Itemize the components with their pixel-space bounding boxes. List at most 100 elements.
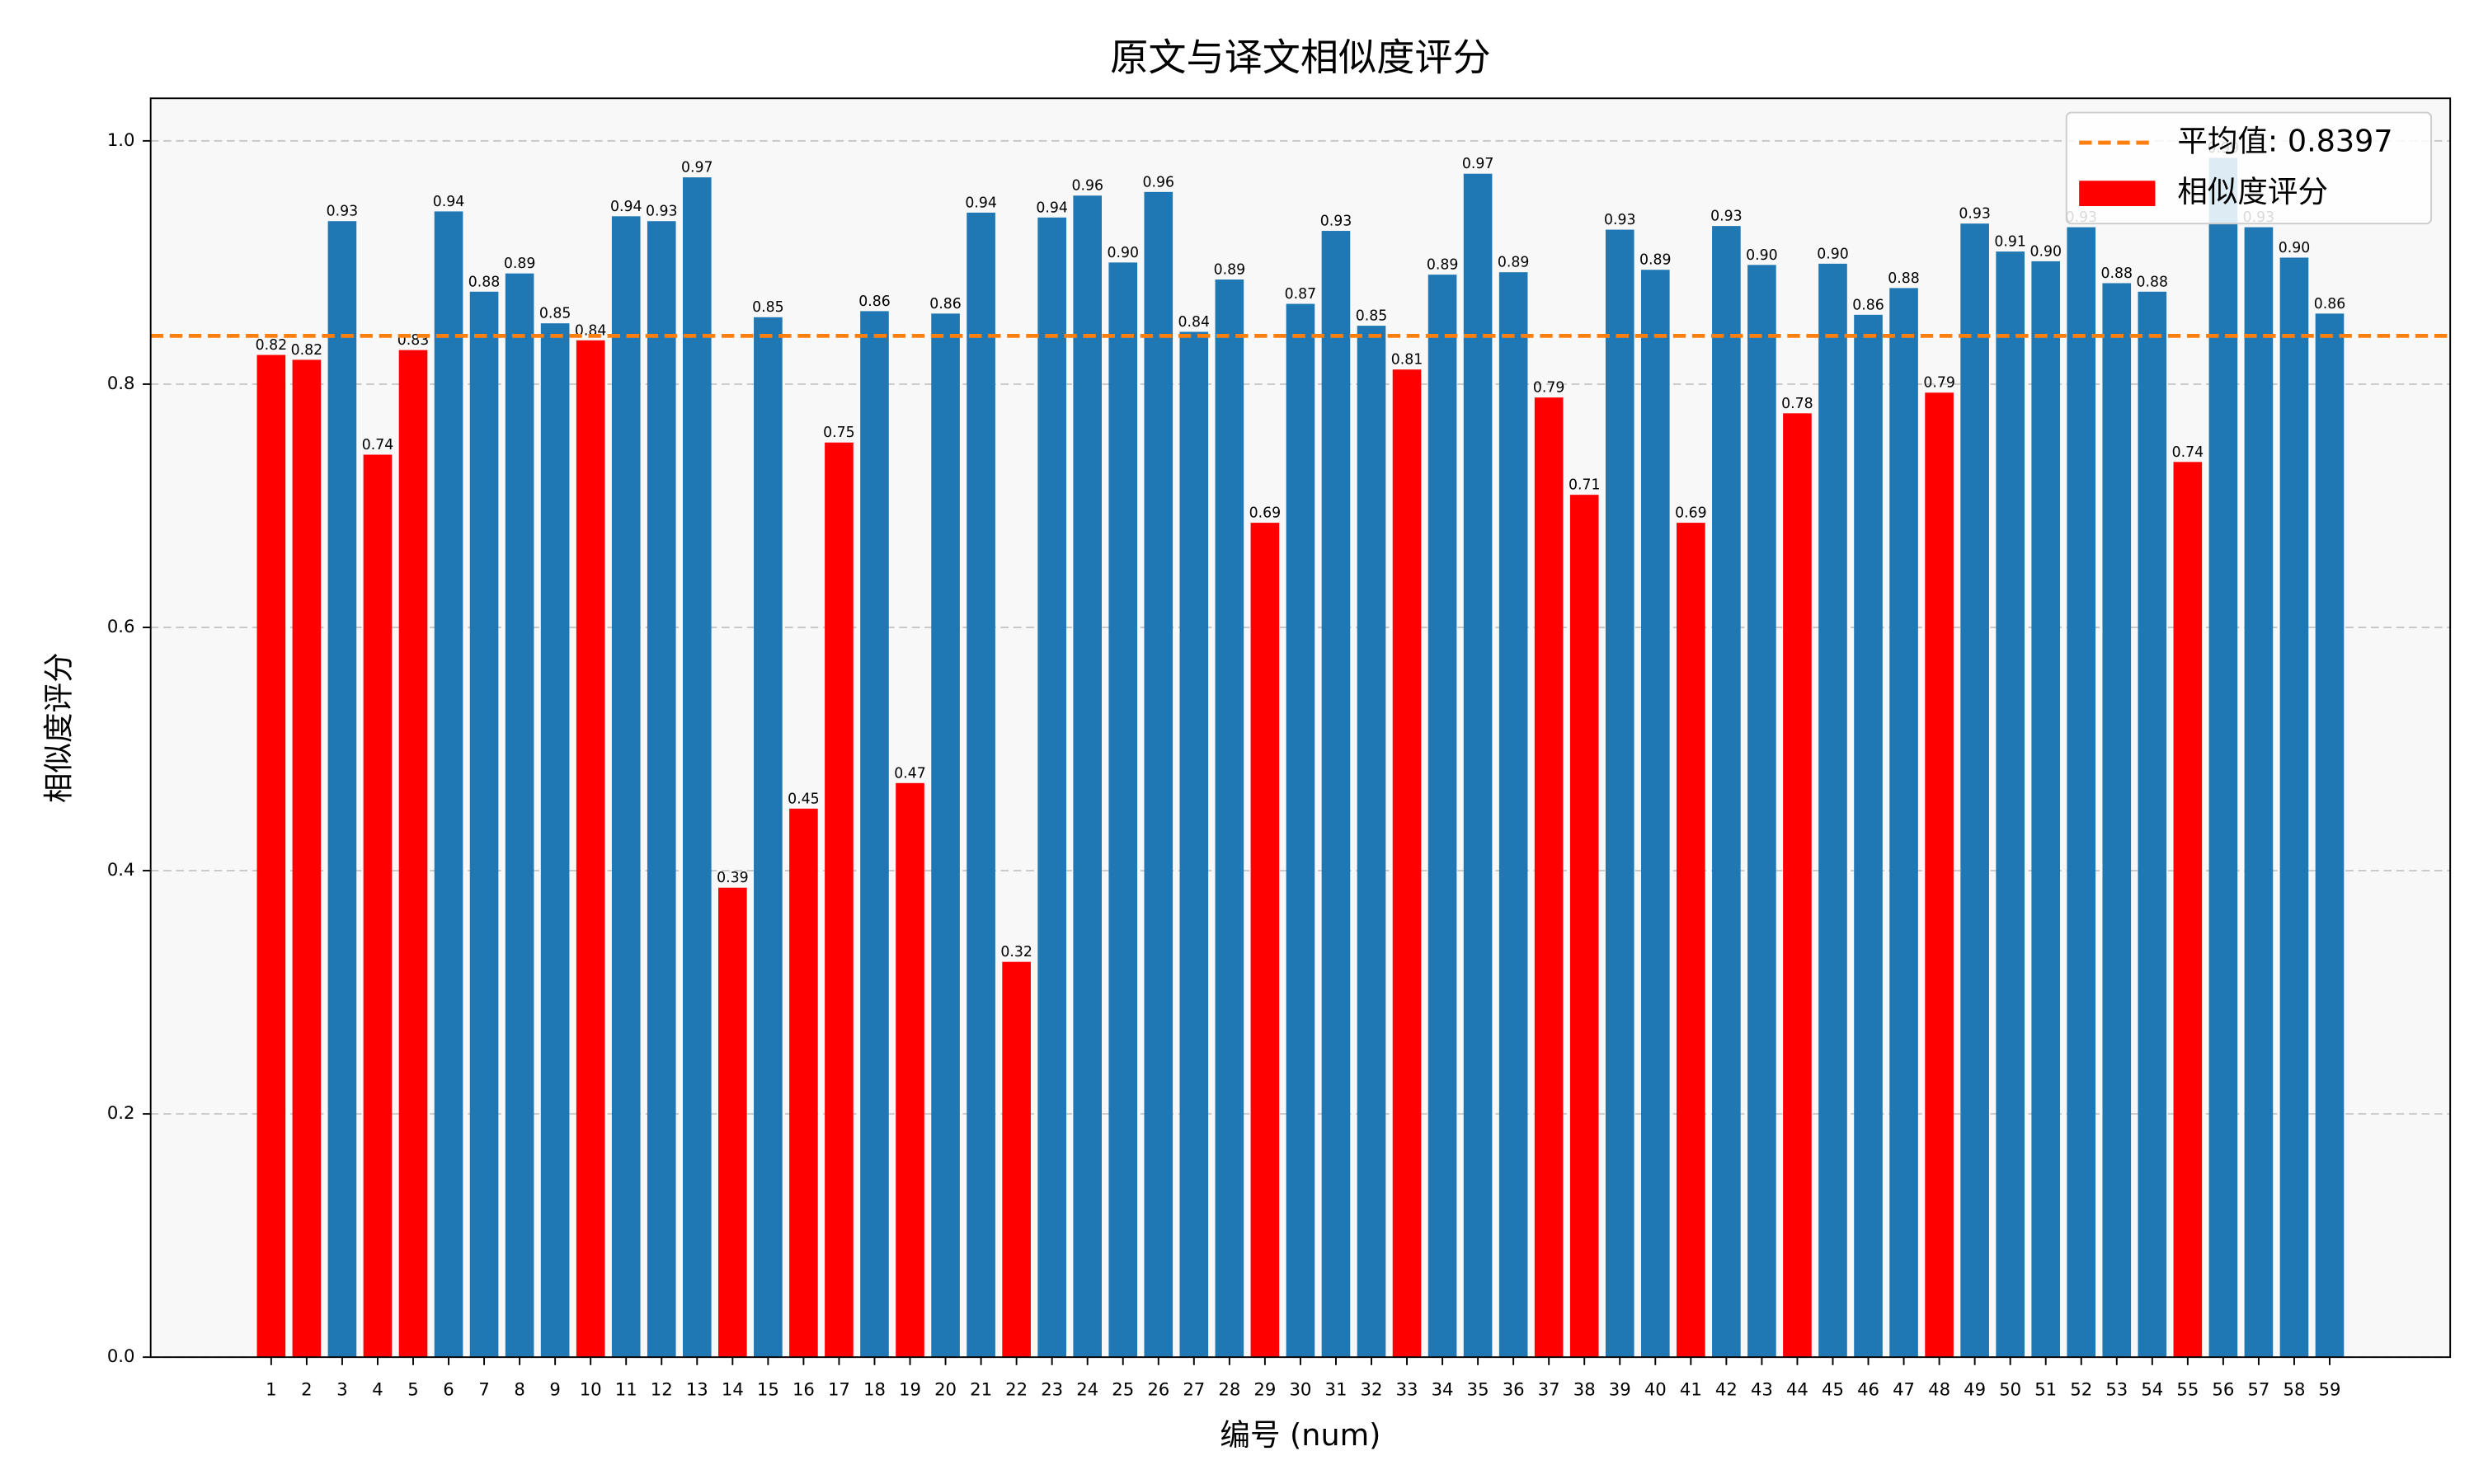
value-label: 0.71: [1569, 477, 1601, 494]
x-tick-label: 6: [443, 1379, 454, 1400]
y-tick-label: 0.2: [107, 1102, 135, 1123]
x-tick-label: 31: [1325, 1379, 1348, 1400]
x-tick-label: 28: [1218, 1379, 1240, 1400]
value-label: 0.93: [1959, 206, 1991, 223]
bar: [1783, 413, 1812, 1358]
x-tick-label: 41: [1680, 1379, 1702, 1400]
y-tick-label: 1.0: [107, 129, 135, 150]
value-label: 0.91: [1994, 234, 2026, 251]
x-tick-label: 20: [934, 1379, 957, 1400]
value-label: 0.88: [2137, 274, 2169, 290]
bar: [1357, 326, 1386, 1358]
bar: [2208, 157, 2238, 1358]
bar: [469, 291, 499, 1358]
x-tick-label: 35: [1467, 1379, 1489, 1400]
x-tick-label: 30: [1289, 1379, 1311, 1400]
y-axis-label: 相似度评分: [41, 652, 77, 803]
x-tick-label: 11: [615, 1379, 637, 1400]
legend-swatch: [2079, 181, 2156, 206]
value-label: 0.89: [1427, 257, 1459, 274]
value-label: 0.97: [1462, 156, 1494, 172]
bar: [611, 216, 641, 1358]
bar: [967, 212, 995, 1358]
x-tick-label: 32: [1361, 1379, 1383, 1400]
x-tick-label: 56: [2212, 1379, 2234, 1400]
bar: [540, 323, 570, 1358]
bar: [2067, 227, 2096, 1358]
x-tick-label: 45: [1822, 1379, 1844, 1400]
value-label: 0.74: [2172, 444, 2204, 461]
x-tick-label: 43: [1751, 1379, 1773, 1400]
bar: [434, 211, 463, 1358]
bar: [1108, 262, 1138, 1358]
bar: [1960, 223, 1989, 1358]
bar: [1747, 265, 1776, 1358]
x-tick-label: 53: [2105, 1379, 2128, 1400]
x-tick-label: 50: [1999, 1379, 2021, 1400]
value-label: 0.78: [1781, 396, 1813, 412]
bar: [1640, 270, 1670, 1358]
value-label: 0.74: [362, 437, 394, 453]
x-tick-label: 46: [1857, 1379, 1879, 1400]
bar: [647, 221, 676, 1358]
x-tick-label: 23: [1041, 1379, 1063, 1400]
x-tick-label: 42: [1715, 1379, 1738, 1400]
bar: [256, 355, 286, 1358]
x-tick-label: 59: [2319, 1379, 2341, 1400]
value-label: 0.96: [1143, 174, 1175, 190]
bar: [2138, 291, 2167, 1358]
x-tick-label: 29: [1253, 1379, 1276, 1400]
bar: [398, 350, 428, 1358]
y-tick-label: 0.0: [107, 1345, 135, 1366]
bar: [1605, 229, 1634, 1358]
x-tick-label: 38: [1573, 1379, 1596, 1400]
bar: [576, 340, 605, 1358]
bar: [1073, 195, 1103, 1358]
bar: [1215, 279, 1244, 1358]
axes-frame: [149, 97, 2452, 1359]
x-tick-label: 26: [1147, 1379, 1169, 1400]
value-label: 0.32: [1000, 944, 1032, 960]
x-tick-label: 58: [2284, 1379, 2306, 1400]
value-label: 0.89: [1498, 255, 1530, 271]
value-label: 0.96: [1071, 178, 1103, 195]
value-label: 0.82: [256, 337, 288, 354]
x-tick-label: 19: [899, 1379, 921, 1400]
bar: [1463, 173, 1493, 1358]
x-tick-label: 57: [2247, 1379, 2269, 1400]
legend-box: [2065, 111, 2433, 225]
bar: [1427, 275, 1457, 1358]
bar: [1925, 392, 1954, 1358]
value-label: 0.88: [1888, 270, 1920, 287]
x-tick-label: 4: [372, 1379, 383, 1400]
x-tick-label: 44: [1786, 1379, 1808, 1400]
value-label: 0.85: [1356, 308, 1388, 325]
x-tick-label: 8: [514, 1379, 524, 1400]
value-label: 0.94: [965, 195, 997, 211]
x-tick-label: 14: [722, 1379, 744, 1400]
bar: [2244, 227, 2274, 1358]
value-label: 0.93: [646, 204, 678, 220]
value-label: 0.90: [2279, 240, 2311, 256]
bar: [1392, 369, 1422, 1358]
x-tick-label: 37: [1538, 1379, 1560, 1400]
value-label: 0.94: [433, 194, 465, 210]
bar: [1321, 231, 1351, 1358]
bar: [1534, 397, 1564, 1358]
bar: [2173, 462, 2203, 1358]
x-tick-label: 2: [301, 1379, 312, 1400]
bar: [1569, 495, 1599, 1358]
x-tick-label: 18: [863, 1379, 886, 1400]
value-label: 0.75: [823, 425, 855, 441]
x-tick-label: 27: [1183, 1379, 1205, 1400]
x-tick-label: 9: [549, 1379, 560, 1400]
bar: [505, 273, 534, 1358]
x-tick-label: 1: [266, 1379, 276, 1400]
legend-label: 相似度评分: [2177, 174, 2328, 209]
bar: [860, 311, 889, 1358]
x-tick-label: 24: [1076, 1379, 1098, 1400]
value-label: 0.93: [1320, 213, 1352, 229]
x-tick-label: 22: [1005, 1379, 1028, 1400]
value-label: 0.97: [681, 160, 713, 176]
